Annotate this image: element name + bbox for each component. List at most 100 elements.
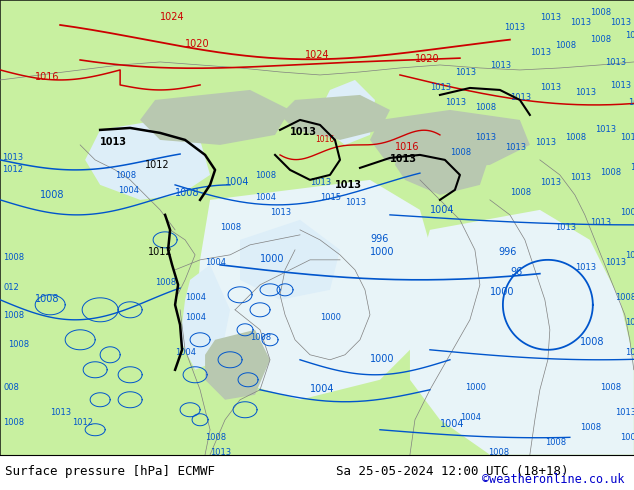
Polygon shape — [410, 210, 634, 455]
Text: 1008: 1008 — [3, 253, 24, 262]
Text: 1013: 1013 — [510, 93, 531, 102]
Text: 1013: 1013 — [335, 180, 362, 190]
Text: 1013: 1013 — [270, 208, 291, 217]
Text: 1013: 1013 — [475, 133, 496, 142]
Text: 1013: 1013 — [570, 173, 591, 182]
Text: 1013: 1013 — [628, 98, 634, 107]
Text: 1013: 1013 — [575, 88, 596, 97]
Text: 1013: 1013 — [610, 18, 631, 27]
Text: 1013: 1013 — [540, 13, 561, 22]
Text: 1013: 1013 — [390, 154, 417, 164]
Text: 1013: 1013 — [290, 127, 317, 137]
Text: 1004: 1004 — [430, 205, 455, 215]
Text: 1013: 1013 — [610, 81, 631, 90]
Text: 1013: 1013 — [615, 408, 634, 416]
Text: 1013: 1013 — [2, 153, 23, 162]
Text: 1013: 1013 — [625, 251, 634, 260]
Text: 1013: 1013 — [625, 318, 634, 327]
Text: 1004: 1004 — [440, 419, 465, 429]
Text: 1013: 1013 — [540, 83, 561, 92]
Text: 996: 996 — [370, 234, 389, 244]
Text: 1013: 1013 — [100, 137, 127, 147]
Text: 1008: 1008 — [565, 133, 586, 142]
Text: 1024: 1024 — [305, 50, 330, 60]
Text: 1013: 1013 — [490, 61, 511, 70]
Text: 1004: 1004 — [460, 413, 481, 422]
Text: 1000: 1000 — [320, 313, 341, 322]
Text: 1004: 1004 — [185, 313, 206, 322]
Text: 1008: 1008 — [3, 418, 24, 427]
Text: 1013: 1013 — [50, 408, 71, 416]
Text: 1008: 1008 — [625, 348, 634, 357]
Text: 1020: 1020 — [185, 39, 210, 49]
Text: 1013: 1013 — [625, 31, 634, 40]
Text: 1008: 1008 — [205, 433, 226, 441]
Text: 1004: 1004 — [255, 193, 276, 202]
Text: 1008: 1008 — [615, 293, 634, 302]
Text: Sa 25-05-2024 12:00 UTC (18+18): Sa 25-05-2024 12:00 UTC (18+18) — [336, 465, 569, 478]
Text: 1000: 1000 — [370, 354, 394, 364]
Polygon shape — [395, 135, 490, 195]
Text: 1004: 1004 — [310, 384, 335, 394]
Text: 1008: 1008 — [488, 448, 509, 457]
Text: 1004: 1004 — [185, 293, 206, 302]
Polygon shape — [140, 90, 290, 145]
Text: 1008: 1008 — [545, 438, 566, 447]
Polygon shape — [85, 120, 210, 200]
Text: 1012: 1012 — [145, 160, 170, 170]
Text: 1013: 1013 — [430, 83, 451, 92]
Text: 1015: 1015 — [320, 193, 341, 202]
Text: 1000: 1000 — [465, 383, 486, 392]
Text: 1013: 1013 — [535, 138, 556, 147]
Polygon shape — [240, 220, 340, 300]
Text: 1013: 1013 — [455, 68, 476, 77]
Text: 1008: 1008 — [475, 103, 496, 112]
Text: 1020: 1020 — [415, 54, 439, 64]
Text: 1008: 1008 — [155, 278, 176, 287]
Text: 1008: 1008 — [620, 208, 634, 217]
Text: 1013: 1013 — [505, 143, 526, 152]
Text: 1013: 1013 — [555, 223, 576, 232]
Text: 1008: 1008 — [220, 223, 241, 232]
Text: 1013: 1013 — [310, 178, 331, 187]
Text: 1013: 1013 — [590, 218, 611, 227]
Text: 1008: 1008 — [450, 148, 471, 157]
Text: Surface pressure [hPa] ECMWF: Surface pressure [hPa] ECMWF — [5, 465, 215, 478]
Text: 1013: 1013 — [630, 163, 634, 172]
Text: 012: 012 — [3, 283, 19, 292]
Text: 1016: 1016 — [35, 72, 60, 82]
Text: 008: 008 — [3, 383, 19, 392]
Text: 1008: 1008 — [40, 190, 65, 200]
Text: 1013: 1013 — [570, 18, 591, 27]
Text: 1004: 1004 — [225, 177, 250, 187]
Text: 1008: 1008 — [580, 337, 604, 347]
Text: 1008: 1008 — [600, 383, 621, 392]
Text: 1008: 1008 — [255, 171, 276, 180]
Text: ©weatheronline.co.uk: ©weatheronline.co.uk — [482, 473, 624, 486]
Polygon shape — [195, 180, 440, 400]
Text: 1000: 1000 — [370, 247, 394, 257]
Text: 1008: 1008 — [250, 333, 271, 342]
Text: 1013: 1013 — [595, 125, 616, 134]
Text: 1013: 1013 — [530, 48, 551, 57]
Text: 1016: 1016 — [395, 142, 420, 152]
Text: 1008: 1008 — [35, 294, 60, 304]
Text: 1008: 1008 — [510, 188, 531, 197]
Text: 1004: 1004 — [205, 258, 226, 267]
Text: 1004: 1004 — [118, 186, 139, 195]
Text: 1013: 1013 — [210, 448, 231, 457]
Polygon shape — [180, 265, 230, 370]
Text: 1008: 1008 — [600, 168, 621, 177]
Text: 1012: 1012 — [2, 165, 23, 174]
Text: 1008: 1008 — [580, 423, 601, 432]
Text: 1000: 1000 — [260, 254, 285, 264]
Text: 1013: 1013 — [605, 258, 626, 267]
Text: 1016: 1016 — [315, 135, 334, 144]
Text: 1013: 1013 — [605, 58, 626, 67]
Text: 1008: 1008 — [115, 171, 136, 180]
Text: 1013: 1013 — [504, 23, 525, 32]
Text: 1013: 1013 — [345, 198, 366, 207]
Text: 1013: 1013 — [575, 263, 596, 272]
Text: 1013: 1013 — [620, 133, 634, 142]
Text: 1012: 1012 — [148, 247, 172, 257]
